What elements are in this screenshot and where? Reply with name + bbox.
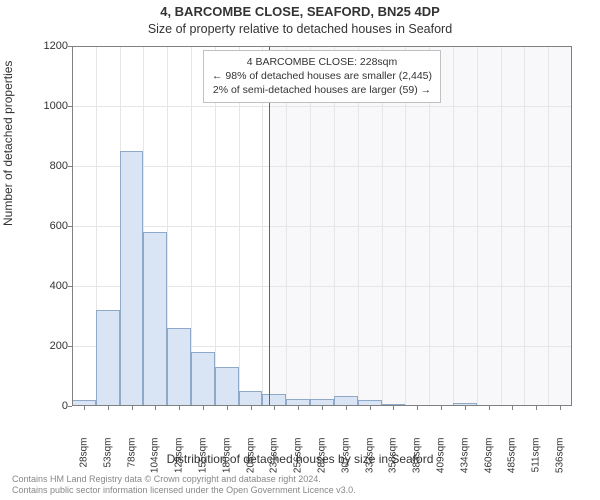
chart-title: 4, BARCOMBE CLOSE, SEAFORD, BN25 4DP (0, 4, 600, 19)
histogram-bar (239, 391, 263, 406)
histogram-bar (167, 328, 191, 406)
y-tick-label: 600 (28, 220, 68, 232)
chart-subtitle: Size of property relative to detached ho… (0, 22, 600, 36)
histogram-bar (310, 399, 334, 407)
x-tick-mark (322, 406, 323, 410)
x-tick-mark (203, 406, 204, 410)
histogram-bar (215, 367, 239, 406)
histogram-bar (191, 352, 215, 406)
footer-line2: Contains public sector information licen… (12, 485, 356, 496)
y-tick-label: 1200 (28, 40, 68, 52)
x-axis-label: Distribution of detached houses by size … (0, 452, 600, 466)
x-tick-mark (370, 406, 371, 410)
x-tick-mark (512, 406, 513, 410)
infobox-line2: ← 98% of detached houses are smaller (2,… (212, 69, 432, 83)
footer: Contains HM Land Registry data © Crown c… (12, 474, 356, 497)
x-tick-mark (227, 406, 228, 410)
gridline-v (453, 46, 454, 406)
histogram-bar (262, 394, 286, 406)
footer-line1: Contains HM Land Registry data © Crown c… (12, 474, 356, 485)
figure-container: 4, BARCOMBE CLOSE, SEAFORD, BN25 4DP Siz… (0, 0, 600, 500)
x-tick-mark (560, 406, 561, 410)
infobox-line3: 2% of semi-detached houses are larger (5… (212, 83, 432, 97)
x-tick-mark (108, 406, 109, 410)
y-tick-label: 200 (28, 340, 68, 352)
x-tick-mark (84, 406, 85, 410)
x-tick-mark (155, 406, 156, 410)
y-tick-label: 1000 (28, 100, 68, 112)
x-tick-mark (536, 406, 537, 410)
histogram-bar (143, 232, 167, 406)
gridline-h (72, 166, 572, 167)
y-axis-label: Number of detached properties (1, 61, 15, 226)
gridline-v (524, 46, 525, 406)
infobox-line1: 4 BARCOMBE CLOSE: 228sqm (212, 55, 432, 69)
histogram-bar (286, 399, 310, 407)
gridline-h (72, 106, 572, 107)
x-tick-mark (346, 406, 347, 410)
histogram-bar (96, 310, 120, 406)
y-tick-label: 800 (28, 160, 68, 172)
x-tick-mark (417, 406, 418, 410)
gridline-v (548, 46, 549, 406)
x-tick-mark (179, 406, 180, 410)
histogram-bar (120, 151, 144, 406)
y-tick-mark (68, 406, 72, 407)
info-box: 4 BARCOMBE CLOSE: 228sqm ← 98% of detach… (203, 50, 441, 103)
x-tick-mark (441, 406, 442, 410)
gridline-v (501, 46, 502, 406)
gridline-h (72, 226, 572, 227)
x-tick-mark (489, 406, 490, 410)
x-tick-mark (274, 406, 275, 410)
x-tick-mark (298, 406, 299, 410)
x-tick-mark (251, 406, 252, 410)
gridline-h (72, 46, 572, 47)
y-tick-label: 0 (28, 400, 68, 412)
plot-area: 4 BARCOMBE CLOSE: 228sqm ← 98% of detach… (72, 46, 572, 406)
x-tick-mark (132, 406, 133, 410)
gridline-v (477, 46, 478, 406)
y-tick-label: 400 (28, 280, 68, 292)
histogram-bar (334, 396, 358, 407)
x-tick-mark (465, 406, 466, 410)
x-tick-mark (393, 406, 394, 410)
